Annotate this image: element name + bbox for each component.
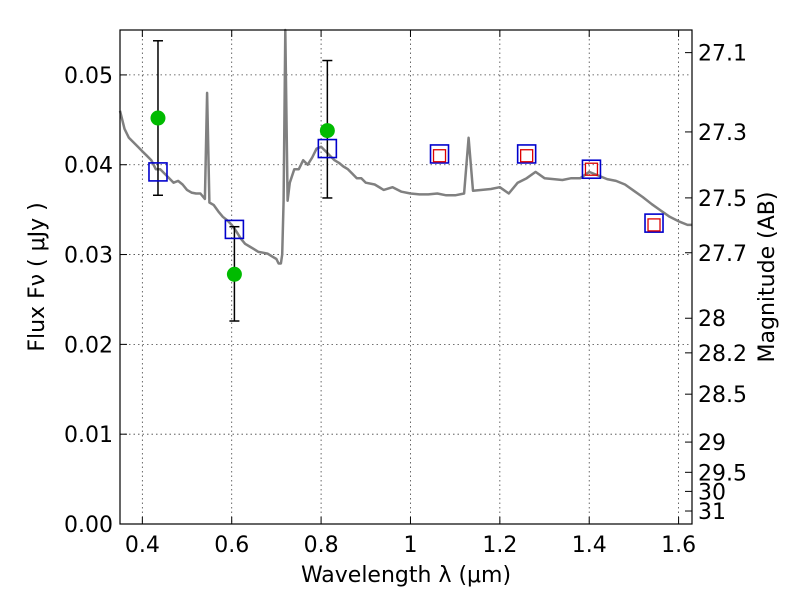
observed-point (226, 266, 242, 282)
model-band-square (317, 138, 338, 159)
x-tick-label: 0.6 (214, 533, 249, 558)
x-axis-label: Wavelength λ (μm) (301, 563, 511, 588)
y-axis-label: Flux Fν ( μJy ) (25, 202, 50, 351)
model-band-small-square (520, 149, 534, 163)
observed-point (319, 123, 335, 139)
model-band-small-square (647, 218, 661, 232)
magnitude-tick-label: 27.5 (698, 187, 747, 212)
magnitude-tick-label: 31 (698, 500, 726, 525)
x-tick-label: 1.2 (482, 533, 517, 558)
magnitude-tick-label: 27.3 (698, 121, 747, 146)
y-tick-label: 0.03 (64, 244, 113, 269)
y-tick-label: 0.00 (64, 513, 113, 538)
x-tick-label: 0.8 (304, 533, 339, 558)
y-tick-label: 0.02 (64, 333, 113, 358)
magnitude-tick-label: 28.5 (698, 383, 747, 408)
magnitude-tick-label: 27.1 (698, 42, 747, 67)
magnitude-tick-label: 28.2 (698, 342, 747, 367)
spectrum-line (118, 28, 692, 265)
model-band-square (581, 159, 602, 180)
model-band-square (516, 144, 537, 164)
model-spectrum (118, 28, 692, 265)
x-tick-label: 0.4 (125, 533, 160, 558)
magnitude-axis-label: Magnitude (AB) (755, 192, 780, 363)
magnitude-tick-label: 29.5 (698, 461, 747, 486)
model-band-small-square (432, 149, 447, 163)
y-tick-label: 0.05 (64, 64, 113, 89)
plot-frame (119, 29, 693, 525)
x-tick-label: 1 (403, 533, 417, 558)
x-tick-label: 1.4 (572, 533, 607, 558)
magnitude-tick-label: 28 (698, 307, 726, 332)
y-tick-label: 0.01 (64, 423, 113, 448)
x-tick-label: 1.6 (661, 533, 696, 558)
y-tick-label: 0.04 (64, 154, 113, 179)
data-points (148, 40, 664, 322)
magnitude-tick-label: 30 (698, 480, 726, 505)
model-band-square (148, 162, 168, 182)
magnitude-tick-label: 27.7 (698, 242, 747, 267)
observed-point (150, 110, 166, 126)
model-band-square (429, 144, 450, 164)
magnitude-tick-label: 29 (698, 431, 726, 456)
x-axis-ticks: 0.4 0.6 0.8 1 1.2 1.4 1.6 (125, 30, 696, 558)
model-band-small-square (584, 162, 599, 176)
model-band-square (224, 219, 245, 240)
model-band-square (644, 213, 664, 233)
y-axis-ticks: 0.00 0.01 0.02 0.03 0.04 0.05 (64, 64, 127, 538)
